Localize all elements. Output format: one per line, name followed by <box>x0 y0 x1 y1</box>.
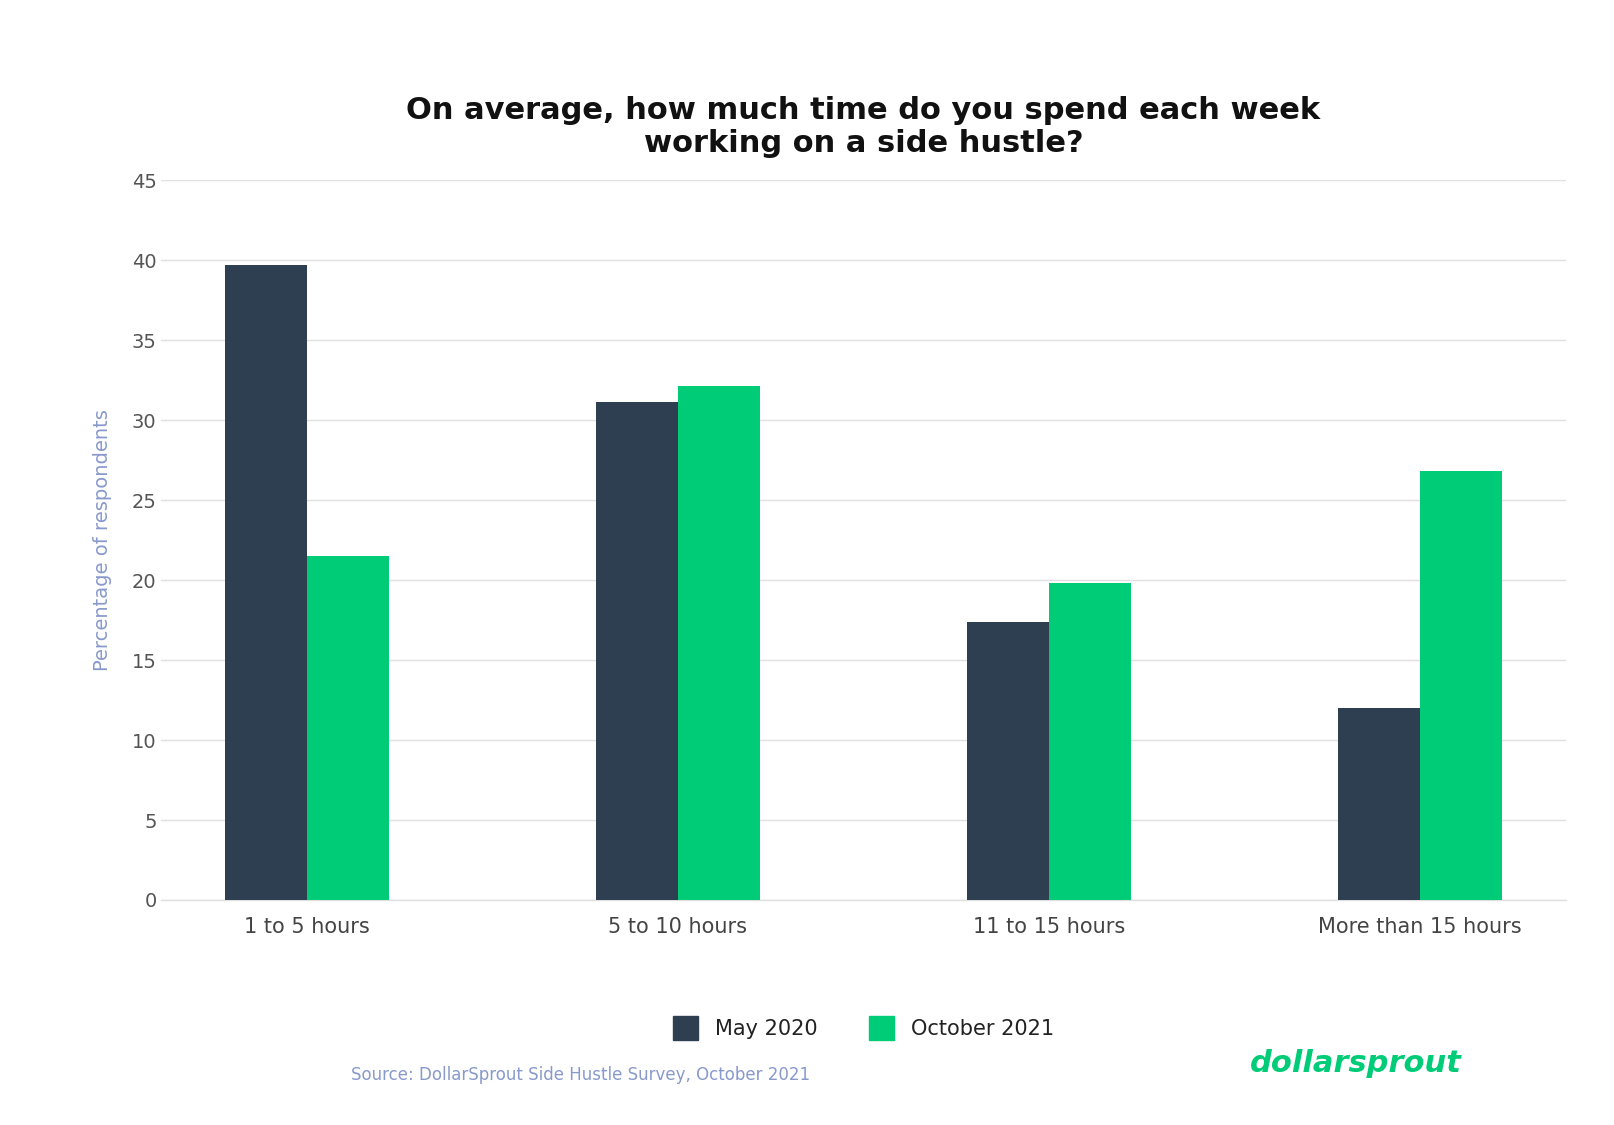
Bar <box>307 556 389 900</box>
Title: On average, how much time do you spend each week
working on a side hustle?: On average, how much time do you spend e… <box>407 96 1320 159</box>
Bar <box>1420 471 1501 900</box>
Y-axis label: Percentage of respondents: Percentage of respondents <box>94 410 113 670</box>
Bar <box>967 622 1049 900</box>
Text: Source: DollarSprout Side Hustle Survey, October 2021: Source: DollarSprout Side Hustle Survey,… <box>352 1066 810 1084</box>
Bar <box>1338 708 1420 900</box>
Text: dollarsprout: dollarsprout <box>1249 1048 1462 1078</box>
Bar <box>678 386 760 900</box>
Legend: May 2020, October 2021: May 2020, October 2021 <box>665 1007 1062 1048</box>
Bar <box>226 264 307 900</box>
Bar <box>596 403 678 900</box>
Bar <box>1049 583 1131 900</box>
